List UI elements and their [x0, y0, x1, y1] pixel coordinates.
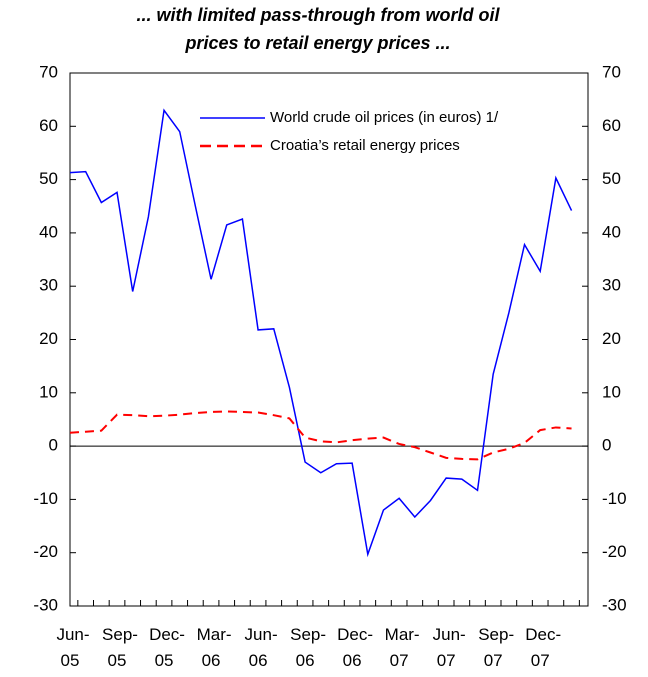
y2-tick-label: -10	[602, 489, 627, 508]
chart-title: prices to retail energy prices ...	[184, 33, 450, 53]
y2-tick-label: 50	[602, 169, 621, 188]
x-tick-label: Mar-06	[197, 625, 232, 670]
x-tick-label: Jun-05	[56, 625, 89, 670]
x-tick-label: Dec-07	[525, 625, 561, 670]
x-tick-label: Jun-07	[433, 625, 466, 670]
y2-tick-label: 30	[602, 276, 621, 295]
series-line	[69, 410, 572, 461]
x-tick-label: Mar-07	[385, 625, 420, 670]
y2-tick-label: 70	[602, 62, 621, 81]
x-tick-label: Dec-06	[337, 625, 373, 670]
x-tick-label: Jun-06	[245, 625, 278, 670]
y-tick-label: 40	[39, 222, 58, 241]
x-tick-label: Sep-05	[102, 625, 138, 670]
chart-title: ... with limited pass-through from world…	[137, 5, 501, 25]
y2-tick-label: 40	[602, 222, 621, 241]
y-tick-label: 0	[49, 436, 58, 455]
x-tick-label: Dec-05	[149, 625, 185, 670]
y2-tick-label: 20	[602, 329, 621, 348]
x-tick-label: Sep-06	[290, 625, 326, 670]
legend-label: World crude oil prices (in euros) 1/	[270, 109, 499, 126]
y2-tick-label: -20	[602, 542, 627, 561]
y2-tick-label: 60	[602, 116, 621, 135]
y-tick-label: 20	[39, 329, 58, 348]
x-tick-label: Sep-07	[478, 625, 514, 670]
y-tick-label: 70	[39, 62, 58, 81]
y-tick-label: -10	[33, 489, 58, 508]
y-tick-label: -20	[33, 542, 58, 561]
y2-tick-label: 10	[602, 382, 621, 401]
y-tick-label: -30	[33, 595, 58, 614]
legend-label: Croatia’s retail energy prices	[270, 137, 460, 154]
y-tick-label: 60	[39, 116, 58, 135]
series-line	[69, 108, 573, 558]
y2-tick-label: -30	[602, 595, 627, 614]
y-tick-label: 10	[39, 382, 58, 401]
y-tick-label: 50	[39, 169, 58, 188]
y2-tick-label: 0	[602, 436, 611, 455]
y-tick-label: 30	[39, 276, 58, 295]
